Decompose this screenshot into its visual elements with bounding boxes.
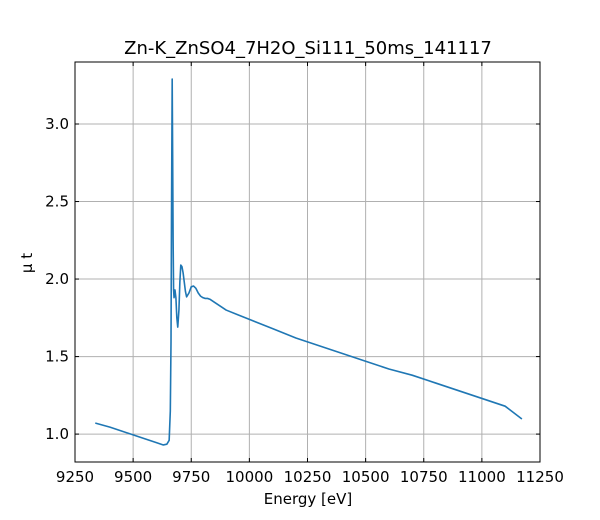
x-tick-label: 10250 — [284, 468, 332, 486]
x-axis: 9250 9500 9750 10000 10250 10500 10750 11000 112… — [56, 62, 564, 486]
series-line — [95, 78, 523, 446]
x-tick-label: 11250 — [516, 468, 564, 486]
x-tick-label: 9250 — [56, 468, 94, 486]
x-axis-label: Energy [eV] — [264, 490, 352, 508]
x-tick-label: 10000 — [226, 468, 274, 486]
y-axis-label: μ t — [18, 253, 36, 273]
y-axis: 1.0 1.5 2.0 2.5 3.0 — [45, 115, 540, 443]
grid — [74, 62, 541, 462]
series-layer — [95, 78, 523, 446]
x-tick-label: 9750 — [172, 468, 210, 486]
y-tick-label: 3.0 — [45, 115, 69, 133]
chart-title: Zn-K_ZnSO4_7H2O_Si111_50ms_141117 — [124, 38, 492, 59]
x-tick-label: 10500 — [342, 468, 390, 486]
x-tick-label: 11000 — [458, 468, 506, 486]
x-tick-label: 10750 — [400, 468, 448, 486]
y-tick-label: 1.5 — [45, 348, 69, 366]
y-tick-label: 2.5 — [45, 193, 69, 211]
x-tick-label: 9500 — [114, 468, 152, 486]
y-tick-label: 2.0 — [45, 270, 69, 288]
y-tick-label: 1.0 — [45, 425, 69, 443]
